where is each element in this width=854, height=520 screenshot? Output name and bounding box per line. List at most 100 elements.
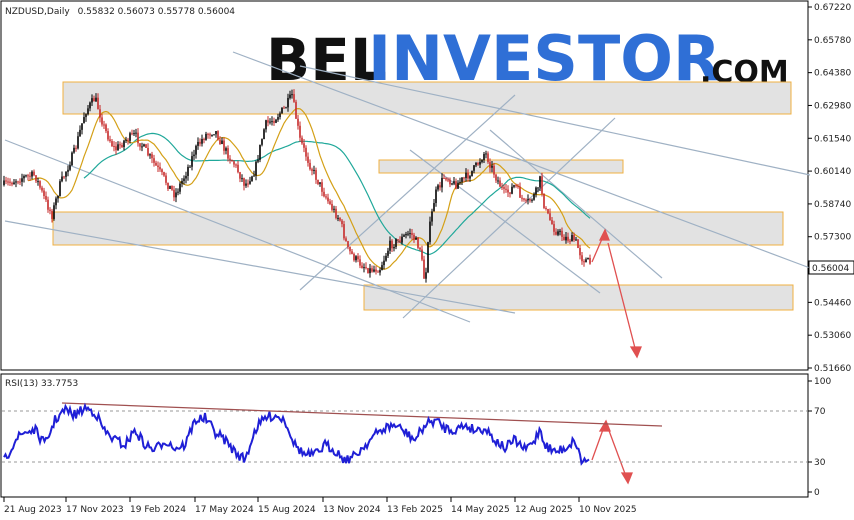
candle-bear (19, 181, 21, 183)
candle-bull (387, 250, 389, 256)
candle-bull (193, 154, 195, 157)
candle-bear (239, 172, 241, 179)
candle-bear (247, 183, 249, 185)
candle-bear (529, 199, 531, 201)
rsi-arrow-down-head (620, 472, 633, 485)
candle-bull (21, 178, 23, 182)
time-axis-label: 15 Aug 2024 (258, 505, 316, 515)
candle-bull (25, 175, 27, 177)
candle-bull (59, 181, 61, 196)
candle-bear (153, 158, 155, 163)
candle-bull (95, 97, 97, 102)
price-axis-label: 0.53060 (814, 331, 851, 341)
candle-bull (479, 161, 481, 165)
candle-bear (105, 124, 107, 132)
candle-bull (513, 185, 515, 187)
candle-bear (353, 253, 355, 261)
candle-bear (9, 181, 11, 183)
candle-bull (275, 119, 277, 123)
candle-bear (421, 249, 423, 260)
candle-bull (79, 129, 81, 137)
rsi-axis-label: 70 (814, 407, 826, 417)
candle-bear (137, 132, 139, 144)
candle-bear (217, 131, 219, 140)
rsi-label: RSI(13) 33.7753 (5, 379, 78, 389)
candlestick-series (3, 89, 591, 283)
trendline-4 (4, 220, 516, 314)
candle-bull (491, 165, 493, 168)
candle-bull (437, 185, 439, 190)
candle-bull (473, 165, 475, 171)
candle-bear (567, 236, 569, 241)
candle-bear (27, 175, 29, 177)
candle-bull (89, 102, 91, 109)
candle-bull (181, 180, 183, 184)
candle-bear (199, 141, 201, 144)
candle-bear (331, 203, 333, 210)
candle-bear (391, 240, 393, 249)
candle-bull (403, 235, 405, 237)
candle-bear (543, 193, 545, 208)
candle-bull (255, 161, 257, 176)
candle-bear (75, 147, 77, 149)
candle-bear (455, 181, 457, 189)
candle-bull (483, 154, 485, 161)
candle-bull (395, 239, 397, 247)
candle-bull (431, 211, 433, 222)
candle-bear (295, 101, 297, 119)
candle-bear (443, 177, 445, 179)
candle-bear (413, 234, 415, 240)
candle-bear (103, 124, 105, 126)
candle-bear (227, 148, 229, 159)
candle-bull (385, 255, 387, 261)
candle-bull (441, 177, 443, 188)
candle-bear (163, 172, 165, 176)
candle-bull (393, 246, 395, 249)
candle-bull (379, 270, 381, 273)
ohlc-values: 0.55832 0.56073 0.55778 0.56004 (78, 7, 236, 17)
candle-bull (117, 144, 119, 151)
candle-bear (209, 134, 211, 136)
candle-bear (583, 261, 585, 263)
time-axis-label: 13 Nov 2024 (323, 505, 381, 515)
candle-bear (109, 139, 111, 142)
candle-bear (51, 210, 53, 219)
candle-bull (587, 257, 589, 260)
time-axis-label: 14 May 2025 (451, 505, 510, 515)
candle-bear (509, 192, 511, 194)
moving-average-fast (27, 107, 591, 270)
price-axis-label: 0.64380 (814, 69, 851, 79)
time-axis-label: 17 Nov 2023 (66, 505, 124, 515)
candle-bear (283, 107, 285, 109)
candle-bull (285, 107, 287, 109)
candle-bull (527, 199, 529, 201)
trendline-7 (489, 129, 663, 279)
candle-bear (119, 144, 121, 146)
price-axis-label: 0.61540 (814, 134, 851, 144)
candle-bear (93, 98, 95, 102)
candle-bull (469, 176, 471, 179)
candle-bear (309, 162, 311, 170)
price-arrow-down-head (629, 346, 642, 359)
candle-bull (465, 172, 467, 179)
candle-bull (65, 171, 67, 177)
time-axis-label: 10 Nov 2025 (579, 505, 637, 515)
candle-bear (243, 178, 245, 186)
candle-bull (485, 153, 487, 155)
candle-bull (533, 194, 535, 200)
rsi-axis: 100 70 30 0 (808, 377, 831, 498)
candle-bear (219, 139, 221, 145)
candle-bear (139, 143, 141, 147)
candle-bear (327, 197, 329, 202)
candle-bull (205, 133, 207, 140)
candle-bear (507, 189, 509, 193)
candle-bear (45, 195, 47, 200)
time-axis-label: 19 Feb 2024 (130, 505, 186, 515)
candle-bull (191, 156, 193, 167)
candle-bull (451, 183, 453, 185)
candle-bear (229, 158, 231, 160)
candle-bear (299, 125, 301, 138)
candle-bear (17, 181, 19, 183)
candle-bear (589, 257, 591, 264)
candle-bull (123, 140, 125, 148)
